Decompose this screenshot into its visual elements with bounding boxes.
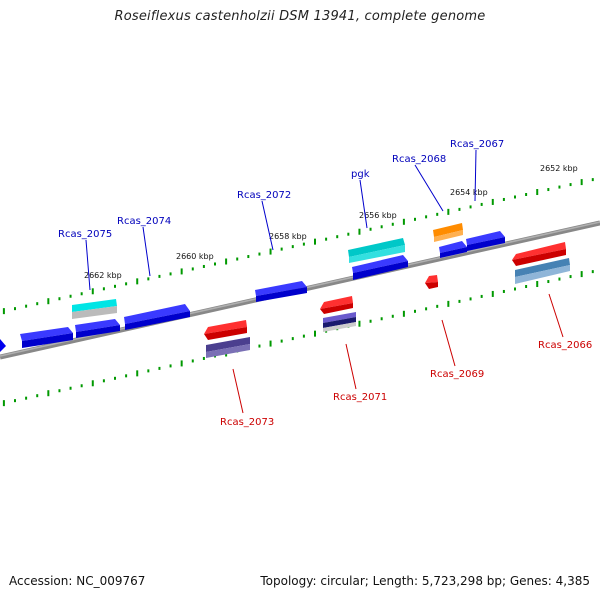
kbp-label-2654: 2654 kbp <box>450 188 488 197</box>
leader-rcas-2072 <box>261 200 274 251</box>
kbp-label-2658: 2658 kbp <box>269 232 307 241</box>
kbp-label-2656: 2656 kbp <box>359 211 397 220</box>
gene-block-rcas-2073-purple[interactable] <box>206 337 250 358</box>
accession-text: Accession: NC_009767 <box>9 574 146 588</box>
gene-label-rcas-2071[interactable]: Rcas_2071 <box>333 392 387 403</box>
leader-rcas-2074 <box>142 226 151 277</box>
gene-label-rcas-2066[interactable]: Rcas_2066 <box>538 340 592 351</box>
gene-label-rcas-2072[interactable]: Rcas_2072 <box>237 190 291 201</box>
leader-rcas-2066 <box>548 293 564 338</box>
gene-block-rcas-2071-purple[interactable] <box>323 312 356 332</box>
gene-arrow-pgk[interactable] <box>352 255 408 280</box>
gene-block-rcas-2075-rna[interactable] <box>72 299 117 319</box>
gene-arrow-rcas-2071[interactable] <box>320 296 353 314</box>
gene-arrow-left-edge[interactable] <box>0 339 6 352</box>
gene-label-pgk[interactable]: pgk <box>351 169 370 180</box>
gene-label-rcas-2075[interactable]: Rcas_2075 <box>58 229 112 240</box>
gene-label-rcas-2073[interactable]: Rcas_2073 <box>220 417 274 428</box>
gene-label-rcas-2067[interactable]: Rcas_2067 <box>450 139 504 150</box>
gene-arrow-rcas-2076[interactable] <box>20 327 73 348</box>
gene-arrow-rcas-2068[interactable] <box>439 241 467 258</box>
gene-block-rcas-2068-orange[interactable] <box>433 223 463 242</box>
gene-arrow-rcas-2069[interactable] <box>425 275 438 289</box>
gene-label-rcas-2068[interactable]: Rcas_2068 <box>392 154 446 165</box>
gene-arrow-rcas-2067[interactable] <box>466 231 505 251</box>
leader-rcas-2075 <box>85 239 91 291</box>
topology-text: Topology: circular; Length: 5,723,298 bp… <box>260 574 590 588</box>
gene-arrow-rcas-2072[interactable] <box>255 281 307 302</box>
gene-block-pgk-rna[interactable] <box>348 238 405 263</box>
gene-labels: Rcas_2075 Rcas_2074 Rcas_2072 pgk Rcas_2… <box>58 139 592 428</box>
kbp-label-2652: 2652 kbp <box>540 164 578 173</box>
leader-rcas-2071 <box>345 343 357 390</box>
gene-label-rcas-2069[interactable]: Rcas_2069 <box>430 369 484 380</box>
forward-tick-track <box>2 178 594 315</box>
kbp-label-2662: 2662 kbp <box>84 271 122 280</box>
gene-arrow-rcas-2075[interactable] <box>75 319 120 338</box>
gene-block-rcas-2066-steel[interactable] <box>515 258 570 284</box>
leader-rcas-2069 <box>441 319 456 367</box>
map-title: Roseiflexus castenholzii DSM 13941, comp… <box>114 9 486 24</box>
kbp-label-2660: 2660 kbp <box>176 252 214 261</box>
gene-label-rcas-2074[interactable]: Rcas_2074 <box>117 216 171 227</box>
leader-rcas-2068 <box>414 164 444 212</box>
gene-arrow-rcas-2073[interactable] <box>204 320 247 340</box>
leader-pgk <box>359 179 368 229</box>
gene-arrow-rcas-2066[interactable] <box>512 242 566 266</box>
leader-rcas-2073 <box>232 368 244 414</box>
leader-rcas-2067 <box>474 149 477 202</box>
gene-arrow-rcas-2074[interactable] <box>124 304 190 330</box>
